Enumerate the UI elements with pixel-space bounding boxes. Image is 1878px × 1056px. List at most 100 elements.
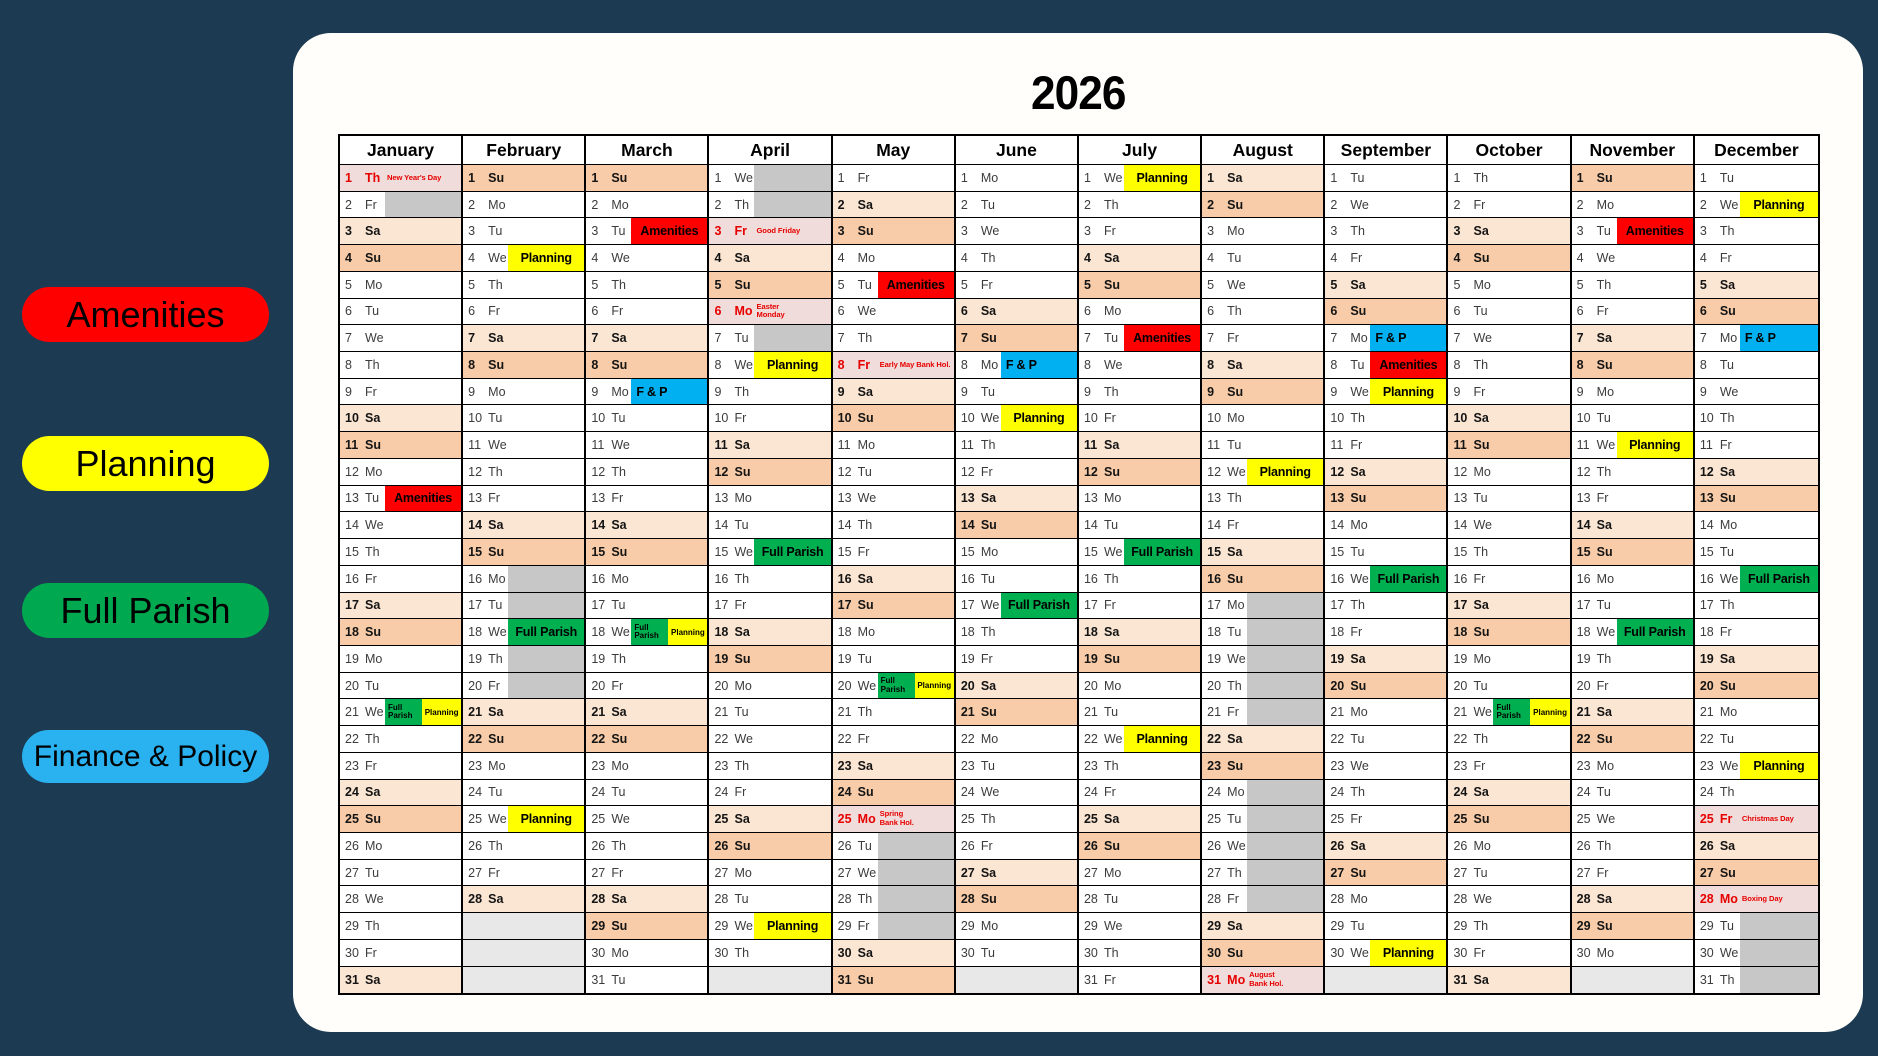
event-full-parish-small: Full Parish <box>877 672 915 699</box>
day-cell: 15 Su <box>586 539 708 566</box>
day-cell: 26 Su <box>709 832 831 860</box>
day-number: 3 <box>468 224 476 239</box>
day-cell: 24 Th <box>1325 779 1447 807</box>
day-number: 25 <box>1576 812 1591 827</box>
day-number: 18 <box>960 625 975 640</box>
day-number: 25 <box>1699 812 1714 827</box>
day-cell: 27 Su <box>1325 859 1447 887</box>
event-planning-small: Planning <box>1530 699 1570 726</box>
day-number: 3 <box>1207 224 1215 239</box>
event-finance-policy: F & P <box>1000 352 1077 378</box>
day-number: 15 <box>468 544 483 559</box>
weekday-label: Mo <box>611 197 629 212</box>
day-cell: 3 Fr <box>1078 218 1201 246</box>
weekday-label: We <box>1103 544 1123 559</box>
day-number: 1 <box>1576 170 1584 185</box>
day-number: 10 <box>837 411 852 426</box>
day-number: 8 <box>345 357 352 372</box>
day-number: 1 <box>714 170 722 185</box>
day-cell: 22 Su <box>463 726 585 753</box>
day-number: 5 <box>960 277 968 292</box>
day-number: 11 <box>837 438 851 453</box>
day-cell: 12 Tu <box>832 458 954 486</box>
day-cell: 4 Fr <box>1694 245 1818 272</box>
day-cell: 28 Su <box>955 886 1077 914</box>
day-number: 12 <box>960 464 975 479</box>
day-number: 24 <box>1576 785 1591 800</box>
event-finance-policy: F & P <box>1739 325 1818 352</box>
day-number: 19 <box>468 651 483 666</box>
weekday-label: Th <box>1473 544 1489 559</box>
day-cell: 23 Fr <box>1448 752 1570 780</box>
day-number: 5 <box>1699 277 1707 292</box>
weekday-label: Tu <box>1596 224 1611 239</box>
day-number: 11 <box>345 438 359 453</box>
day-cell: 16 Mo <box>1571 565 1693 593</box>
weekday-label: Tu <box>488 598 503 613</box>
weekday-label: Su <box>1350 865 1367 880</box>
day-cell: 5 Th <box>1571 271 1693 299</box>
weekday-label: Sa <box>980 491 997 506</box>
day-number: 9 <box>1453 384 1461 399</box>
weekday-label: We <box>980 224 1000 239</box>
day-cell: 16 We Full Parish <box>1694 565 1818 593</box>
day-number: 13 <box>345 491 359 506</box>
weekday-label: Tu <box>365 304 380 319</box>
weekday-label: We <box>488 625 507 640</box>
weekday-label: Su <box>980 518 997 533</box>
day-cell: 1 Su <box>1571 165 1693 192</box>
weekday-label: Th <box>1719 411 1735 426</box>
day-cell: 17 Fr <box>1078 592 1201 620</box>
weekday-label: Th <box>611 277 626 292</box>
event-planning: Planning <box>1370 939 1447 966</box>
weekday-label: We <box>488 438 507 453</box>
day-number: 5 <box>1207 277 1215 292</box>
weekday-label: Th <box>1596 838 1612 853</box>
day-cell: 9 Fr <box>340 378 462 406</box>
day-cell: 6 Th <box>1202 298 1324 326</box>
school-holiday-block <box>385 191 462 218</box>
day-number: 15 <box>960 544 975 559</box>
day-cell: 9 Fr <box>1448 378 1570 406</box>
weekday-label: Sa <box>1350 651 1366 666</box>
day-number: 19 <box>1576 651 1591 666</box>
day-number: 15 <box>345 544 359 559</box>
day-cell: 24 Sa <box>1448 779 1570 807</box>
weekday-label: We <box>1596 438 1616 453</box>
day-cell: 18 Fr <box>1694 619 1818 646</box>
day-cell: 28 Th <box>832 886 954 914</box>
day-cell: 26 Sa <box>1694 832 1818 860</box>
day-cell: 27 We <box>832 859 954 887</box>
day-number: 22 <box>591 731 606 746</box>
weekday-label: Su <box>857 224 874 239</box>
day-number: 2 <box>1699 197 1707 212</box>
weekday-label: We <box>611 812 630 827</box>
day-cell: 28 Sa <box>1571 886 1693 914</box>
day-cell: 13 Fr <box>1571 485 1693 513</box>
day-number: 10 <box>1207 411 1222 426</box>
weekday-label: Sa <box>980 865 997 880</box>
weekday-label: We <box>1719 758 1739 773</box>
day-number: 23 <box>345 758 359 773</box>
day-number: 11 <box>1083 438 1098 453</box>
day-cell: 2 Th <box>1078 191 1201 219</box>
weekday-label: Tu <box>1719 357 1734 372</box>
day-cell: 31 Sa <box>340 966 462 994</box>
event-planning: Planning <box>754 913 831 939</box>
day-number: 28 <box>591 892 606 907</box>
day-number: 4 <box>591 251 599 266</box>
weekday-label: Mo <box>1596 571 1615 586</box>
day-cell: 5 Su <box>709 271 831 299</box>
day-cell: 21 We Full Parish Planning <box>1448 699 1570 727</box>
day-cell: 6 Fr <box>1571 298 1693 326</box>
day-number: 11 <box>1207 438 1221 453</box>
day-cell: 20 Th <box>1202 672 1324 700</box>
day-cell: 2 Su <box>1202 191 1324 219</box>
weekday-label: Su <box>611 170 628 185</box>
weekday-label: Tu <box>734 892 749 907</box>
weekday-label: We <box>734 544 754 559</box>
weekday-label: Tu <box>1350 544 1365 559</box>
day-number: 23 <box>1330 758 1345 773</box>
day-cell: 30 Fr <box>1448 939 1570 967</box>
weekday-label: Tu <box>1227 812 1242 827</box>
